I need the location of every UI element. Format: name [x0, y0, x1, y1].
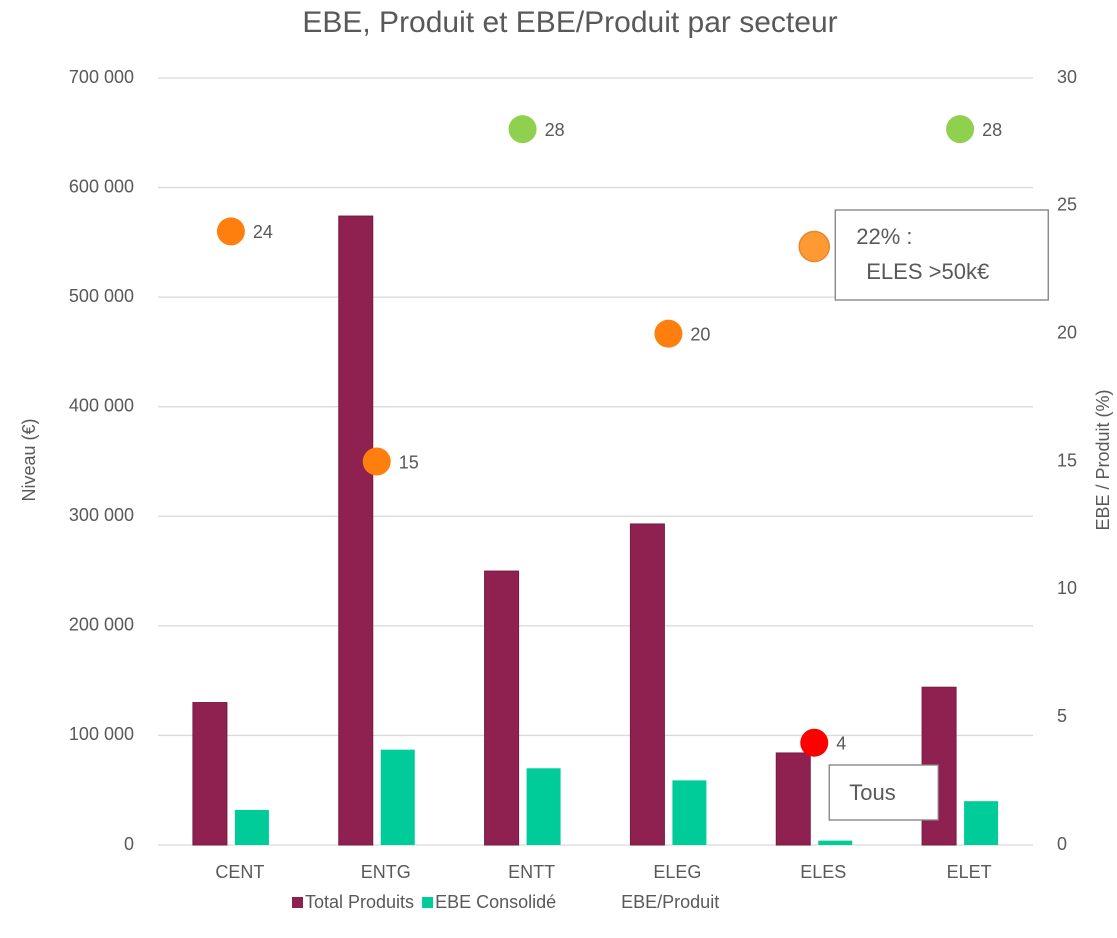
- bar: [526, 768, 561, 845]
- bar: [964, 801, 999, 845]
- bar: [234, 809, 269, 845]
- x-tick-label: CENT: [215, 862, 264, 882]
- x-tick-label: ELES: [800, 862, 846, 882]
- annotation-text: 22% :: [856, 224, 912, 249]
- y-tick-label: 200 000: [69, 615, 134, 635]
- y-tick-label: 500 000: [69, 286, 134, 306]
- x-tick-label: ELET: [947, 862, 992, 882]
- legend-swatch: [292, 897, 303, 908]
- y2-tick-label: 20: [1057, 322, 1077, 342]
- y2-tick-label: 0: [1057, 834, 1067, 854]
- legend-swatch: [422, 897, 434, 908]
- annotation-text: Tous: [849, 780, 895, 805]
- data-label: 28: [982, 120, 1002, 140]
- y-tick-label: 600 000: [69, 176, 134, 196]
- ratio-point: [800, 728, 829, 757]
- y-axis-title: Niveau (€): [19, 418, 39, 501]
- data-label: 20: [690, 324, 710, 344]
- legend-label: EBE Consolidé: [435, 892, 556, 912]
- ratio-point: [946, 115, 975, 144]
- bar: [338, 215, 374, 846]
- annotation-box: [828, 764, 939, 821]
- data-label: 15: [399, 452, 419, 472]
- bar: [629, 523, 665, 846]
- y-tick-label: 100 000: [69, 724, 134, 744]
- annotation-text: ELES >50k€: [866, 259, 989, 284]
- y2-tick-label: 10: [1057, 578, 1077, 598]
- y-tick-label: 700 000: [69, 67, 134, 87]
- y2-tick-label: 25: [1057, 195, 1077, 215]
- y2-axis-title: EBE / Produit (%): [1093, 389, 1113, 530]
- chart-title: EBE, Produit et EBE/Produit par secteur: [302, 6, 837, 39]
- annotation-point: [798, 230, 830, 263]
- bar: [380, 749, 415, 845]
- bar: [775, 752, 811, 846]
- bar: [484, 570, 520, 846]
- data-label: 4: [836, 733, 846, 753]
- y2-tick-label: 5: [1057, 706, 1067, 726]
- bar: [192, 702, 228, 846]
- legend-label: Total Produits: [305, 892, 414, 912]
- ratio-point: [216, 217, 245, 246]
- bar: [672, 780, 707, 845]
- ratio-point: [654, 319, 683, 348]
- data-label: 28: [545, 120, 565, 140]
- y2-tick-label: 15: [1057, 450, 1077, 470]
- annotation-box: [834, 209, 1049, 301]
- x-tick-label: ENTT: [508, 862, 555, 882]
- legend-label: EBE/Produit: [621, 892, 719, 912]
- ratio-point: [508, 115, 537, 144]
- x-tick-label: ELEG: [653, 862, 701, 882]
- y2-tick-label: 30: [1057, 67, 1077, 87]
- bar: [818, 840, 853, 845]
- x-tick-label: ENTG: [361, 862, 411, 882]
- data-label: 24: [253, 222, 273, 242]
- y-tick-label: 400 000: [69, 395, 134, 415]
- y-tick-label: 300 000: [69, 505, 134, 525]
- y-tick-label: 0: [124, 834, 134, 854]
- ratio-point: [362, 447, 391, 476]
